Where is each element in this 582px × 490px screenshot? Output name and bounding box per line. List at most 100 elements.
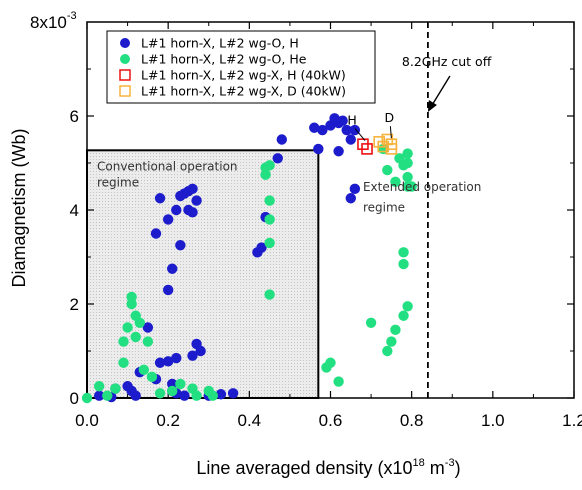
cutoff-arrow-icon — [430, 75, 451, 108]
data-point-series-2 — [390, 176, 401, 187]
data-point-series-2 — [207, 390, 219, 401]
data-point-series-2 — [122, 322, 133, 333]
x-tick-label: 0.8 — [400, 411, 424, 430]
annotation-d-leader — [389, 126, 392, 139]
y-tick-label: 4 — [70, 201, 79, 220]
data-point-series-2 — [134, 317, 145, 328]
cutoff-arrowhead-icon — [427, 100, 437, 112]
data-points — [81, 113, 417, 404]
data-point-series-2 — [130, 331, 141, 343]
legend-label-series-4: L#1 horn-X, L#2 wg-X, D (40kW) — [141, 84, 346, 99]
data-point-series-2 — [406, 181, 417, 192]
axis-tick-labels: 0.0 0.2 0.4 0.6 0.8 1.0 1.2 0 2 4 6 — [70, 107, 582, 430]
data-point-series-2 — [110, 383, 121, 394]
data-point-series-1 — [171, 352, 182, 364]
data-point-series-1 — [167, 263, 178, 274]
conventional-regime-label-line2: regime — [97, 175, 139, 189]
data-point-series-1 — [309, 122, 320, 133]
data-point-series-1 — [317, 124, 328, 136]
legend-marker-series-2 — [120, 54, 130, 64]
data-point-series-2 — [325, 357, 336, 368]
x-tick-label: 0.6 — [319, 411, 343, 430]
data-point-series-2 — [264, 195, 275, 206]
data-point-series-1 — [179, 390, 190, 401]
data-point-series-3 — [361, 143, 373, 155]
y-axis-multiplier: 8x10-3 — [30, 10, 77, 32]
data-point-series-1 — [154, 193, 166, 204]
data-point-series-2 — [146, 371, 158, 383]
data-point-series-2 — [93, 381, 105, 392]
data-point-series-2 — [191, 390, 202, 401]
axis-ticks — [86, 22, 575, 399]
data-point-series-1 — [187, 183, 198, 195]
data-point-series-2 — [402, 157, 413, 169]
extended-regime-label-line2: regime — [363, 200, 405, 214]
data-point-series-1 — [187, 207, 198, 218]
legend-marker-series-4 — [119, 85, 131, 97]
data-point-series-2 — [264, 160, 275, 171]
data-point-series-1 — [345, 134, 356, 145]
legend-label-series-3: L#1 horn-X, L#2 wg-X, H (40kW) — [141, 68, 346, 83]
legend-marker-series-3 — [119, 69, 131, 81]
annotation-d-label: D — [385, 110, 395, 125]
data-point-series-1 — [162, 356, 174, 367]
data-point-series-2 — [390, 324, 401, 336]
y-tick-label: 2 — [70, 295, 79, 314]
legend-label-series-1: L#1 horn-X, L#2 wg-O, H — [141, 36, 299, 51]
data-point-series-1 — [162, 284, 174, 296]
data-point-series-2 — [382, 164, 393, 176]
data-point-series-4 — [377, 140, 390, 153]
data-point-series-2 — [402, 148, 413, 159]
data-point-series-2 — [264, 289, 275, 300]
data-point-series-2 — [264, 237, 275, 249]
data-point-series-1 — [130, 390, 141, 401]
y-axis-label: Diamagnetism (Wb) — [9, 128, 29, 287]
data-point-series-1 — [175, 240, 186, 251]
data-point-series-1 — [215, 389, 227, 400]
data-point-series-2 — [365, 317, 377, 328]
data-point-series-1 — [195, 345, 206, 357]
data-point-series-2 — [126, 291, 137, 303]
data-point-series-1 — [191, 195, 202, 206]
data-point-series-1 — [349, 124, 361, 136]
data-point-series-1 — [154, 357, 166, 368]
data-point-series-2 — [138, 364, 150, 375]
conventional-regime-region — [86, 149, 320, 399]
data-point-series-1 — [227, 388, 239, 399]
data-point-series-2 — [333, 376, 344, 387]
legend-label-series-2: L#1 horn-X, L#2 wg-O, He — [141, 52, 307, 67]
data-point-series-2 — [398, 258, 409, 270]
data-point-series-2 — [264, 214, 275, 225]
cutoff-label: 8.2GHz cut off — [402, 54, 492, 69]
data-point-series-2 — [402, 301, 413, 312]
x-tick-label: 0.2 — [156, 411, 180, 430]
data-point-series-2 — [382, 345, 393, 357]
data-point-series-2 — [102, 390, 113, 401]
x-tick-label: 1.0 — [481, 411, 505, 430]
data-point-series-1 — [337, 115, 348, 126]
data-point-series-2 — [386, 336, 397, 347]
legend: L#1 horn-X, L#2 wg-O, HL#1 horn-X, L#2 w… — [106, 30, 376, 104]
x-axis-label: Line averaged density (x1018 m-3) — [196, 457, 460, 478]
data-point-series-1 — [150, 228, 162, 239]
data-point-series-4 — [385, 138, 398, 150]
y-tick-label: 0 — [70, 389, 79, 408]
data-point-series-1 — [187, 350, 198, 361]
data-point-series-1 — [313, 143, 324, 155]
data-point-series-2 — [402, 171, 413, 183]
x-tick-label: 0.4 — [238, 411, 262, 430]
data-point-series-1 — [93, 390, 105, 401]
data-point-series-2 — [81, 392, 93, 404]
annotation-h-leader — [354, 128, 366, 141]
data-point-series-2 — [167, 385, 178, 397]
data-point-series-1 — [162, 214, 174, 225]
data-point-series-2 — [175, 378, 186, 390]
data-point-series-2 — [398, 247, 409, 258]
x-tick-label: 0.0 — [75, 411, 99, 430]
data-point-series-1 — [345, 193, 356, 204]
extended-regime-label: Extended operation — [363, 180, 481, 194]
data-point-series-2 — [118, 357, 129, 368]
data-point-series-1 — [272, 153, 283, 164]
conventional-regime-label: Conventional operation — [97, 159, 238, 173]
